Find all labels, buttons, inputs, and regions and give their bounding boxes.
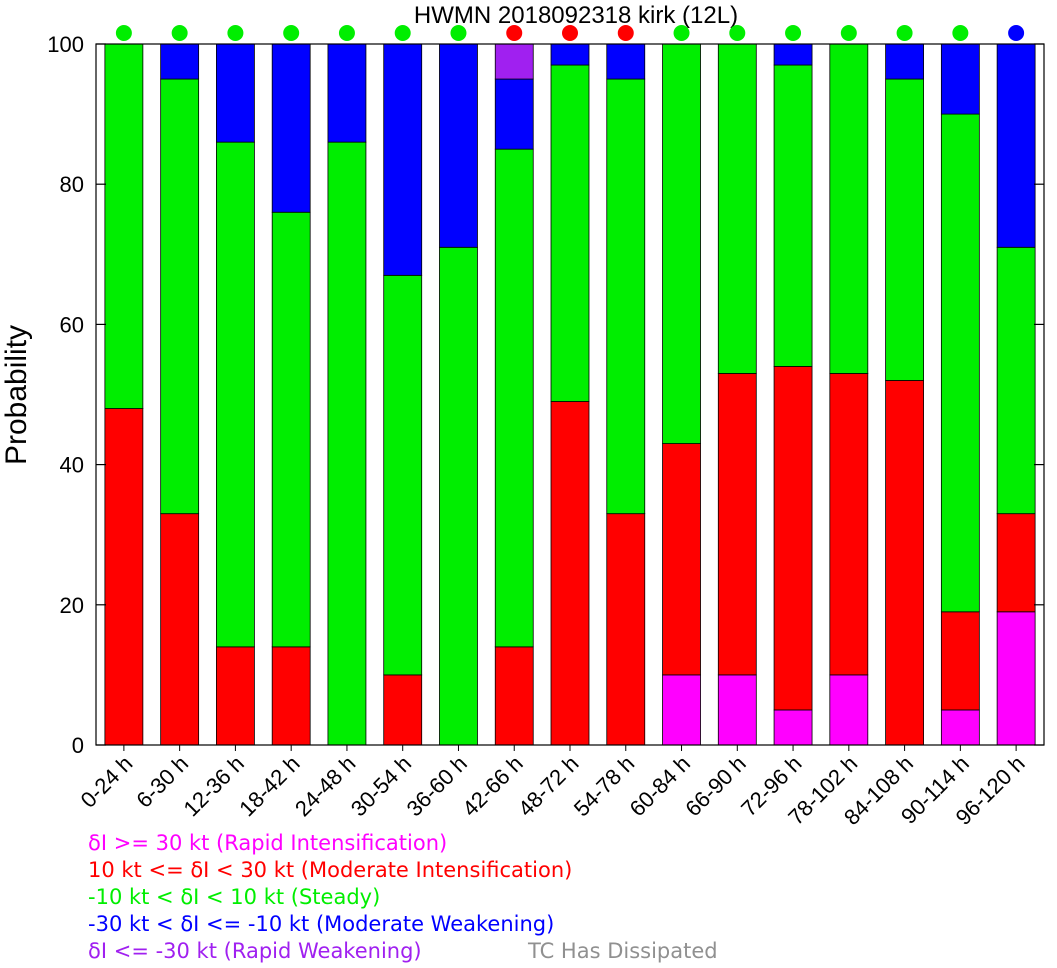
y-tick-label: 60 bbox=[60, 312, 84, 337]
y-tick-label: 0 bbox=[72, 733, 84, 758]
bar-segment-steady bbox=[271, 211, 311, 648]
bar-segment-moderate-weakening bbox=[996, 43, 1036, 248]
bar-segment-moderate-intensification bbox=[216, 646, 255, 746]
bar-segment-steady bbox=[160, 78, 200, 515]
bar-segment-moderate-weakening bbox=[606, 43, 646, 80]
bar-segment-moderate-weakening bbox=[383, 43, 423, 276]
y-tick-label: 80 bbox=[60, 172, 84, 197]
x-tick-label: 42-66 h bbox=[457, 751, 527, 821]
bar-segment-moderate-intensification bbox=[940, 611, 980, 711]
top-marker bbox=[896, 25, 913, 41]
top-marker bbox=[729, 25, 746, 41]
top-marker bbox=[785, 25, 802, 41]
bar-segment-moderate-intensification bbox=[773, 366, 813, 711]
bar-segment-moderate-intensification bbox=[160, 513, 200, 746]
bar-segment-rapid-intensification bbox=[662, 674, 701, 746]
bar-segment-steady bbox=[829, 43, 869, 374]
top-marker bbox=[227, 25, 244, 41]
legend-item-dissipated: TC Has Dissipated bbox=[527, 939, 718, 963]
bar-segment-steady bbox=[885, 78, 924, 381]
top-marker bbox=[338, 25, 355, 41]
x-tick-label: 0-24 h bbox=[76, 751, 138, 813]
bar-segment-moderate-intensification bbox=[494, 646, 534, 746]
bar-segment-moderate-weakening bbox=[885, 43, 924, 80]
bar-segment-moderate-intensification bbox=[271, 646, 311, 746]
y-tick-label: 20 bbox=[60, 593, 84, 618]
bar-segment-moderate-weakening bbox=[773, 43, 813, 66]
bar-segment-steady bbox=[494, 148, 534, 648]
bar-segment-rapid-intensification bbox=[717, 674, 757, 746]
bar-segment-moderate-weakening bbox=[550, 43, 590, 66]
x-tick-label: 54-78 h bbox=[569, 751, 639, 821]
bar-segment-moderate-weakening bbox=[327, 43, 367, 143]
bar-segment-moderate-weakening bbox=[494, 78, 534, 150]
bar-segment-moderate-intensification bbox=[550, 401, 590, 746]
x-tick-label: 60-84 h bbox=[625, 751, 695, 821]
bars-layer bbox=[104, 43, 1036, 746]
top-marker bbox=[394, 25, 411, 41]
bar-segment-moderate-intensification bbox=[606, 513, 646, 746]
top-marker bbox=[673, 25, 690, 41]
top-marker bbox=[450, 25, 467, 41]
top-marker bbox=[562, 25, 578, 41]
bar-segment-steady bbox=[383, 274, 423, 676]
bar-segment-steady bbox=[773, 64, 813, 367]
chart-title: HWMN 2018092318 kirk (12L) bbox=[414, 2, 738, 29]
bar-segment-moderate-weakening bbox=[439, 43, 478, 248]
bar-segment-moderate-intensification bbox=[885, 380, 924, 746]
bar-segment-steady bbox=[327, 141, 367, 746]
y-tick-label: 100 bbox=[47, 32, 84, 57]
bar-segment-moderate-weakening bbox=[271, 43, 311, 213]
bar-segment-moderate-intensification bbox=[104, 408, 144, 746]
bar-segment-steady bbox=[216, 141, 255, 648]
legend-item-rapid-weakening: δI <= -30 kt (Rapid Weakening) bbox=[88, 939, 422, 963]
top-markers-layer bbox=[115, 25, 1025, 41]
bar-segment-steady bbox=[104, 43, 144, 409]
bar-segment-rapid-intensification bbox=[996, 611, 1036, 746]
bar-segment-moderate-intensification bbox=[829, 373, 869, 676]
bar-segment-rapid-intensification bbox=[773, 709, 813, 746]
x-tick-label: 18-42 h bbox=[234, 751, 304, 821]
bar-segment-moderate-weakening bbox=[940, 43, 980, 115]
legend-item-moderate-intensification: 10 kt <= δI < 30 kt (Moderate Intensific… bbox=[88, 858, 572, 882]
x-tick-label: 36-60 h bbox=[402, 751, 472, 821]
bar-segment-steady bbox=[550, 64, 590, 402]
top-marker bbox=[617, 25, 634, 41]
top-marker bbox=[1008, 25, 1025, 41]
x-tick-label: 30-54 h bbox=[346, 751, 416, 821]
x-tick-label: 66-90 h bbox=[680, 751, 750, 821]
bar-segment-steady bbox=[662, 43, 701, 444]
top-marker bbox=[952, 25, 969, 41]
bar-segment-steady bbox=[996, 246, 1036, 515]
y-tick-label: 40 bbox=[60, 453, 84, 478]
bar-segment-steady bbox=[717, 43, 757, 374]
top-marker bbox=[283, 25, 300, 41]
bar-segment-steady bbox=[439, 246, 478, 746]
bar-segment-steady bbox=[606, 78, 646, 515]
bar-segment-moderate-intensification bbox=[717, 373, 757, 676]
bar-segment-rapid-weakening bbox=[494, 43, 534, 80]
bar-segment-moderate-intensification bbox=[383, 674, 423, 746]
y-axis-label: Probability bbox=[0, 325, 33, 465]
bar-segment-moderate-intensification bbox=[662, 443, 701, 676]
bar-segment-steady bbox=[940, 113, 980, 613]
top-marker bbox=[171, 25, 188, 41]
legend-item-steady: -10 kt < δI < 10 kt (Steady) bbox=[88, 885, 380, 909]
x-tick-label: 24-48 h bbox=[290, 751, 360, 821]
top-marker bbox=[506, 25, 523, 41]
top-marker bbox=[115, 25, 132, 41]
bar-segment-rapid-intensification bbox=[829, 674, 869, 746]
top-marker bbox=[840, 25, 857, 41]
bar-segment-moderate-intensification bbox=[996, 513, 1036, 613]
x-tick-label: 12-36 h bbox=[179, 751, 249, 821]
bar-segment-moderate-weakening bbox=[160, 43, 200, 80]
bar-segment-moderate-weakening bbox=[216, 43, 255, 143]
bar-segment-rapid-intensification bbox=[940, 709, 980, 746]
legend: δI >= 30 kt (Rapid Intensification) 10 kt… bbox=[88, 831, 718, 963]
legend-item-rapid-intensification: δI >= 30 kt (Rapid Intensification) bbox=[88, 831, 447, 855]
legend-item-moderate-weakening: -30 kt < δI <= -10 kt (Moderate Weakenin… bbox=[88, 912, 554, 936]
x-tick-label: 48-72 h bbox=[513, 751, 583, 821]
